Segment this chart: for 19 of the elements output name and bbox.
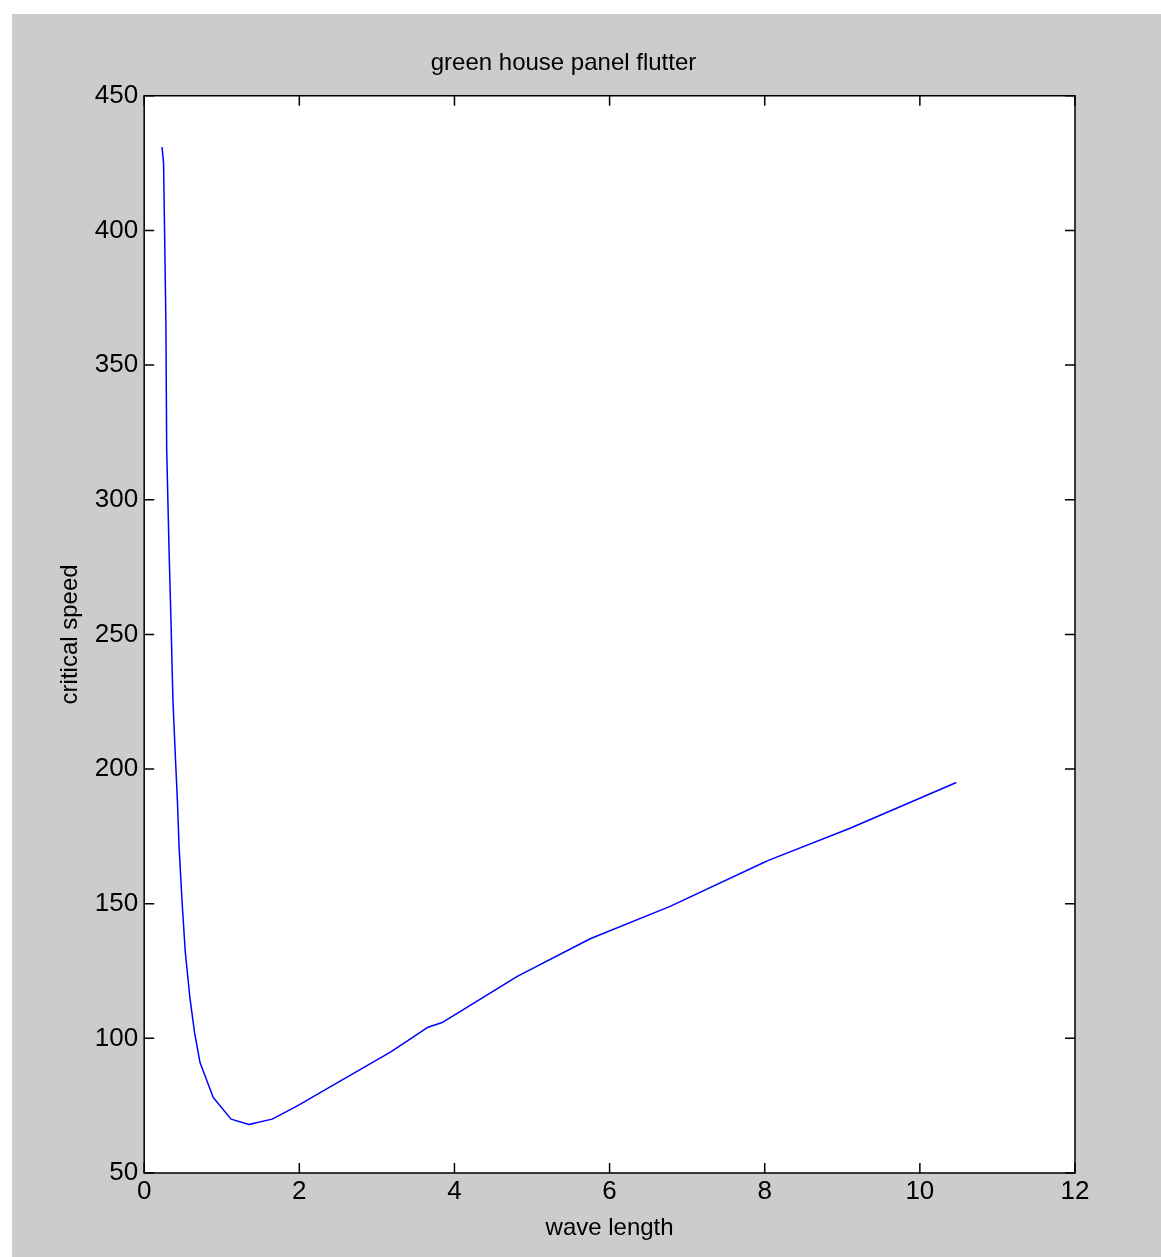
y-tick-label: 50 [109,1156,139,1187]
y-tick-label: 350 [94,348,139,379]
y-tick-label: 450 [94,78,139,109]
y-tick-label: 250 [94,617,139,648]
y-tick-label: 300 [94,482,139,513]
x-tick-label: 8 [757,1174,772,1205]
y-axis-title: critical speed [55,564,83,705]
y-tick-label: 200 [94,752,139,783]
x-tick-label: 6 [602,1174,617,1205]
x-tick-label: 0 [136,1174,152,1205]
x-axis-title: wave length [544,1213,674,1241]
x-tick-label: 10 [905,1174,935,1205]
y-tick-label: 100 [94,1021,139,1052]
x-tick-label: 4 [447,1174,462,1205]
x-tick-label: 2 [292,1174,307,1205]
y-tick-label: 400 [94,213,139,244]
x-tick-label: 12 [1060,1174,1090,1205]
chart-title: green house panel flutter [430,48,697,76]
y-tick-label: 150 [94,886,139,917]
